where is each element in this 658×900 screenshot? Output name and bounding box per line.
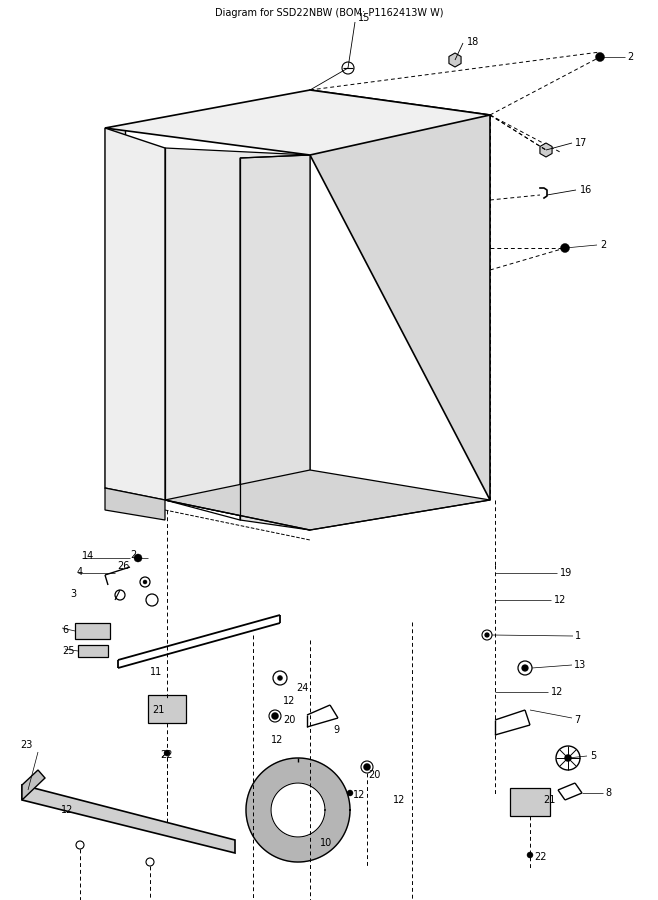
Text: 25: 25 xyxy=(62,646,74,656)
Text: 26: 26 xyxy=(117,561,130,571)
Circle shape xyxy=(278,676,282,680)
Text: 22: 22 xyxy=(160,750,172,760)
Text: 20: 20 xyxy=(368,770,380,780)
Text: 12: 12 xyxy=(271,735,284,745)
Circle shape xyxy=(595,52,605,61)
Text: 6: 6 xyxy=(62,625,68,635)
Text: 21: 21 xyxy=(543,795,555,805)
Circle shape xyxy=(143,580,147,584)
Text: 19: 19 xyxy=(560,568,572,578)
Text: 10: 10 xyxy=(320,838,332,848)
Text: 24: 24 xyxy=(296,683,309,693)
Text: 12: 12 xyxy=(283,696,295,706)
Polygon shape xyxy=(105,90,490,155)
Polygon shape xyxy=(240,155,310,530)
Circle shape xyxy=(272,713,278,719)
Polygon shape xyxy=(105,488,165,520)
Circle shape xyxy=(363,763,370,770)
Circle shape xyxy=(164,750,170,756)
Circle shape xyxy=(561,244,570,253)
Polygon shape xyxy=(510,788,550,816)
Polygon shape xyxy=(271,783,325,837)
Text: 21: 21 xyxy=(152,705,164,715)
Polygon shape xyxy=(310,90,490,500)
Text: 1: 1 xyxy=(575,631,581,641)
Polygon shape xyxy=(22,785,235,853)
Text: 12: 12 xyxy=(554,595,567,605)
Text: 13: 13 xyxy=(574,660,586,670)
Text: 17: 17 xyxy=(575,138,588,148)
Polygon shape xyxy=(540,143,552,157)
Text: 12: 12 xyxy=(551,687,563,697)
Polygon shape xyxy=(165,148,310,530)
Text: 2: 2 xyxy=(627,52,633,62)
Text: 12: 12 xyxy=(61,805,74,815)
Text: 5: 5 xyxy=(590,751,596,761)
Text: 2: 2 xyxy=(130,550,136,560)
Polygon shape xyxy=(449,53,461,67)
Circle shape xyxy=(197,367,203,373)
Text: 16: 16 xyxy=(580,185,592,195)
Text: 14: 14 xyxy=(82,551,94,561)
Text: 12: 12 xyxy=(353,790,365,800)
Text: 18: 18 xyxy=(467,37,479,47)
Text: 20: 20 xyxy=(283,715,295,725)
Text: 3: 3 xyxy=(70,589,76,599)
Text: Diagram for SSD22NBW (BOM: P1162413W W): Diagram for SSD22NBW (BOM: P1162413W W) xyxy=(215,8,443,18)
Polygon shape xyxy=(22,770,45,800)
Polygon shape xyxy=(148,695,186,723)
Text: 22: 22 xyxy=(534,852,547,862)
Polygon shape xyxy=(105,128,165,500)
Circle shape xyxy=(197,308,203,312)
Circle shape xyxy=(197,412,203,418)
Text: 23: 23 xyxy=(20,740,32,750)
Circle shape xyxy=(527,852,533,858)
Circle shape xyxy=(134,554,142,562)
Polygon shape xyxy=(75,623,110,639)
Circle shape xyxy=(522,665,528,671)
Text: 7: 7 xyxy=(574,715,580,725)
Text: 12: 12 xyxy=(393,795,405,805)
Text: 4: 4 xyxy=(77,567,83,577)
Circle shape xyxy=(523,666,527,670)
Circle shape xyxy=(197,277,203,283)
Text: 11: 11 xyxy=(150,667,163,677)
Text: 2: 2 xyxy=(600,240,606,250)
Circle shape xyxy=(485,633,489,637)
Polygon shape xyxy=(165,470,490,530)
Circle shape xyxy=(347,790,353,796)
Polygon shape xyxy=(246,758,350,862)
Circle shape xyxy=(565,754,572,761)
Text: 15: 15 xyxy=(358,13,370,23)
Polygon shape xyxy=(78,645,108,657)
Text: 9: 9 xyxy=(333,725,339,735)
Polygon shape xyxy=(105,128,125,488)
Text: 8: 8 xyxy=(605,788,611,798)
